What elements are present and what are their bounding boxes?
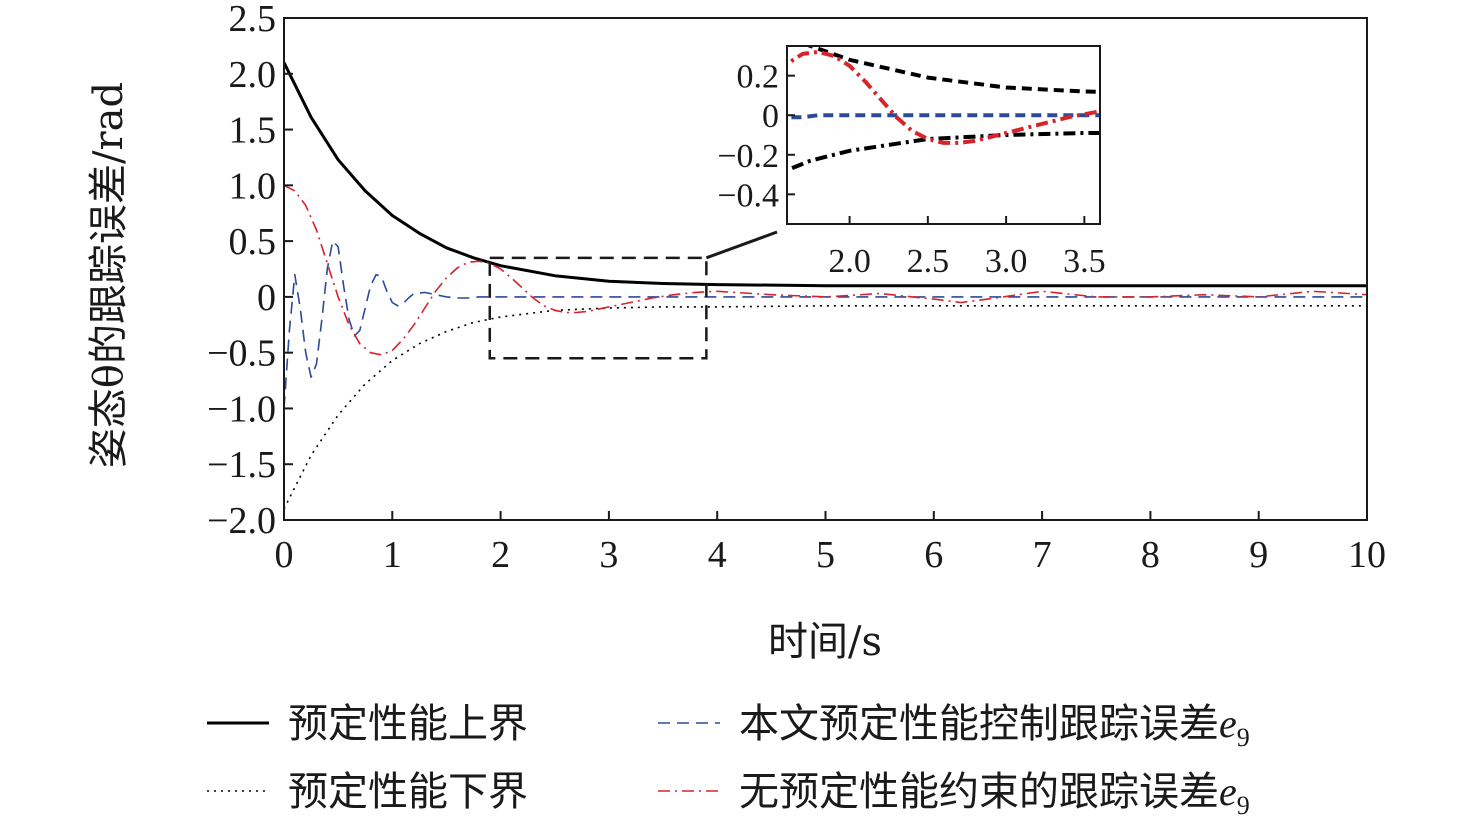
inset-y-tick-label-0: 0.2 <box>737 59 780 96</box>
inset-x-tick-label-0: 2.0 <box>828 243 871 280</box>
legend-label-subscript-1: 9 <box>1237 723 1250 752</box>
inset-x-tick-label-3: 3.5 <box>1063 243 1106 280</box>
inset-plot: 2.0 2.5 3.0 3.5 0.20−0.2−0.4 <box>717 45 1106 280</box>
x-tick-label-10: 10 <box>1348 534 1386 576</box>
x-axis-title: 时间/s <box>768 619 882 665</box>
inset-y-tick-label-3: −0.4 <box>717 177 779 214</box>
inset-background <box>787 46 1100 224</box>
x-tick-label-2: 2 <box>491 534 510 576</box>
x-tick-label-9: 9 <box>1249 534 1268 576</box>
inset-x-tick-label-1: 2.5 <box>907 243 950 280</box>
series-line-0 <box>284 61 1367 288</box>
legend-label-2: 预定性能下界 <box>288 769 528 815</box>
inset-x-tick-label-2: 3.0 <box>985 243 1028 280</box>
x-tick-label-4: 4 <box>708 534 727 576</box>
x-tick-label-8: 8 <box>1141 534 1160 576</box>
x-tick-label-7: 7 <box>1033 534 1052 576</box>
x-tick-label-3: 3 <box>599 534 618 576</box>
zoom-box <box>488 256 708 360</box>
x-tick-label-6: 6 <box>924 534 943 576</box>
legend-label-text-1: 本文预定性能控制跟踪误差 <box>739 701 1219 747</box>
x-tick-label-5: 5 <box>816 534 835 576</box>
series-line-2 <box>284 240 1367 409</box>
x-tick-label-0: 0 <box>275 534 294 576</box>
legend-label-text-0: 预定性能上界 <box>288 701 528 747</box>
y-tick-label-2: 1.5 <box>229 110 277 152</box>
legend-label-text-3: 无预定性能约束的跟踪误差 <box>739 769 1219 815</box>
y-tick-label-4: 0.5 <box>229 221 277 263</box>
inset-y-tick-label-2: −0.2 <box>717 138 779 175</box>
zoom-connector <box>705 230 778 260</box>
legend-label-0: 预定性能上界 <box>288 701 528 747</box>
y-tick-label-1: 2.0 <box>229 54 277 96</box>
legend-label-subscript-3: 9 <box>1237 791 1250 820</box>
legend-label-text-2: 预定性能下界 <box>288 769 528 815</box>
y-tick-label-6: −0.5 <box>207 333 276 375</box>
legend-label-3: 无预定性能约束的跟踪误差e9 <box>739 769 1250 820</box>
series-line-1 <box>284 305 1367 510</box>
y-axis-title: 姿态θ的跟踪误差/rad <box>86 82 132 468</box>
x-tick-label-1: 1 <box>383 534 402 576</box>
legend-label-var-1: e <box>1219 701 1237 746</box>
y-tick-label-8: −1.5 <box>207 444 276 486</box>
y-tick-label-3: 1.0 <box>229 165 277 207</box>
y-tick-label-0: 2.5 <box>229 0 277 40</box>
y-tick-label-7: −1.0 <box>207 388 276 430</box>
legend-label-var-3: e <box>1219 769 1237 814</box>
y-tick-label-9: −2.0 <box>207 500 276 542</box>
inset-frame <box>786 45 1101 225</box>
inset-series-line-0 <box>805 46 1100 94</box>
series-line-3 <box>284 184 1367 356</box>
y-tick-label-5: 0 <box>257 277 276 319</box>
main-plot: 0 1 2 3 4 5 6 7 8 9 10 2.5 2.0 1.5 1.0 0.5 0 −0.5 −1.0 −1.5… <box>207 0 1386 576</box>
legend-label-1: 本文预定性能控制跟踪误差e9 <box>739 701 1250 752</box>
inset-y-tick-label-1: 0 <box>762 98 779 135</box>
